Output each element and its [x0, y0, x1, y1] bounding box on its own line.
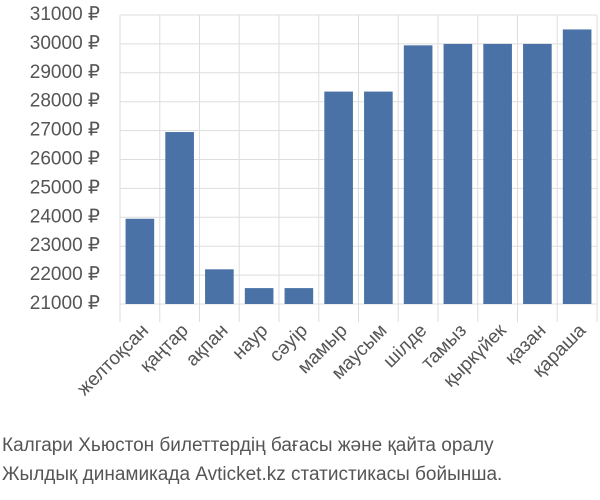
caption: Калгари Хьюстон билеттердің бағасы және … [2, 435, 494, 456]
bar [165, 132, 194, 304]
bar [403, 45, 433, 304]
y-tick-label: 27000 ₽ [30, 120, 100, 141]
bar [364, 91, 393, 305]
bar [284, 288, 314, 304]
y-tick-label: 22000 ₽ [30, 264, 100, 285]
bar [324, 91, 353, 305]
bar [244, 288, 274, 304]
y-tick-label: 23000 ₽ [30, 235, 100, 256]
bar [205, 269, 234, 304]
y-tick-label: 30000 ₽ [30, 33, 100, 54]
x-tick-label: ақпан [182, 320, 232, 370]
bar [443, 43, 473, 305]
bar [523, 43, 552, 305]
y-tick-label: 25000 ₽ [30, 177, 100, 198]
y-tick-label: 24000 ₽ [30, 206, 100, 227]
bar [562, 29, 592, 304]
y-tick-label: 28000 ₽ [30, 91, 100, 112]
y-tick-label: 21000 ₽ [30, 293, 100, 314]
caption: Жылдық динамикада Avticket.kz статистика… [2, 464, 502, 485]
bar [125, 218, 155, 304]
x-tick-label: наур [229, 320, 273, 364]
y-tick-label: 26000 ₽ [30, 149, 100, 170]
y-tick-label: 31000 ₽ [30, 4, 100, 25]
bar [483, 43, 512, 305]
y-tick-label: 29000 ₽ [30, 62, 100, 83]
